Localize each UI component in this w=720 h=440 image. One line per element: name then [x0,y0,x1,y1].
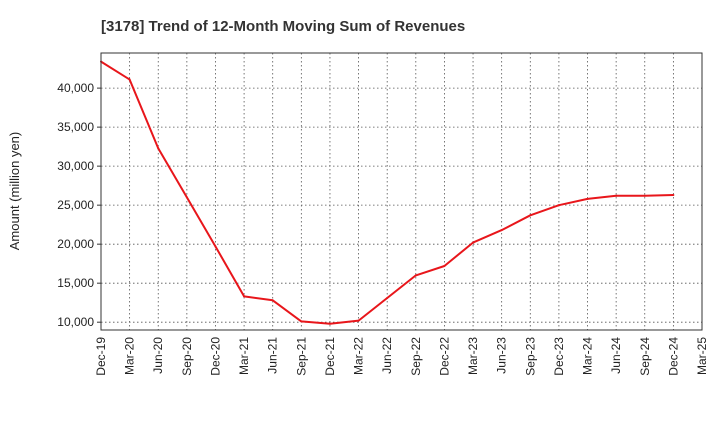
x-tick-label: Mar-22 [352,337,366,375]
data-point [128,78,131,81]
data-point [328,322,331,325]
x-tick-label: Sep-22 [409,337,423,376]
x-tick-label: Mar-25 [695,337,709,375]
data-point [214,245,217,248]
data-point [414,274,417,277]
grid [100,53,703,330]
y-tick-label: 25,000 [57,198,94,212]
x-tick-label: Jun-20 [151,337,165,374]
x-tick-label: Dec-22 [437,337,451,376]
x-tick-label: Jun-23 [495,337,509,374]
series-layer [100,60,675,325]
data-point [615,194,618,197]
data-point [586,197,589,200]
x-tick-label: Jun-24 [609,337,623,374]
data-point [243,295,246,298]
x-tick-label: Mar-24 [581,337,595,375]
x-tick-label: Mar-21 [237,337,251,375]
data-point [157,147,160,150]
y-tick-label: 20,000 [57,237,94,251]
data-point [557,204,560,207]
x-tick-label: Dec-20 [208,337,222,376]
chart-title: [3178] Trend of 12-Month Moving Sum of R… [101,18,465,35]
y-tick-label: 15,000 [57,276,94,290]
x-tick-label: Jun-22 [380,337,394,374]
revenue-series-line [100,60,674,325]
data-point [185,196,188,199]
data-point [386,297,389,300]
x-tick-label: Dec-23 [552,337,566,376]
y-axis-label: Amount (million yen) [7,132,22,251]
data-point [443,265,446,268]
x-tick-label: Jun-21 [266,337,280,374]
data-point [500,229,503,232]
y-tick-label: 35,000 [57,120,94,134]
y-tick-label: 10,000 [57,315,94,329]
data-point [672,194,675,197]
data-point [529,214,532,217]
x-axis-ticks: Dec-19 Mar-20 Jun-20 Sep-20 Dec-20 Mar-21 Jun-… [94,337,709,376]
x-tick-label: Sep-21 [294,337,308,376]
x-tick-label: Dec-21 [323,337,337,376]
x-tick-label: Dec-24 [666,337,680,376]
x-tick-label: Mar-20 [123,337,137,375]
data-point [271,299,274,302]
y-tick-label: 30,000 [57,159,94,173]
y-tick-label: 40,000 [57,81,94,95]
x-tick-label: Mar-23 [466,337,480,375]
x-tick-label: Sep-20 [180,337,194,376]
data-point [472,241,475,244]
data-point [357,319,360,322]
x-tick-label: Dec-19 [94,337,108,376]
y-axis-ticks: 10,000 15,000 20,000 25,000 30,000 35,000 40,0… [57,81,101,329]
plot-frame [100,52,703,331]
x-tick-label: Sep-24 [638,337,652,376]
x-tick-label: Sep-23 [523,337,537,376]
data-point [300,320,303,323]
data-point [643,194,646,197]
